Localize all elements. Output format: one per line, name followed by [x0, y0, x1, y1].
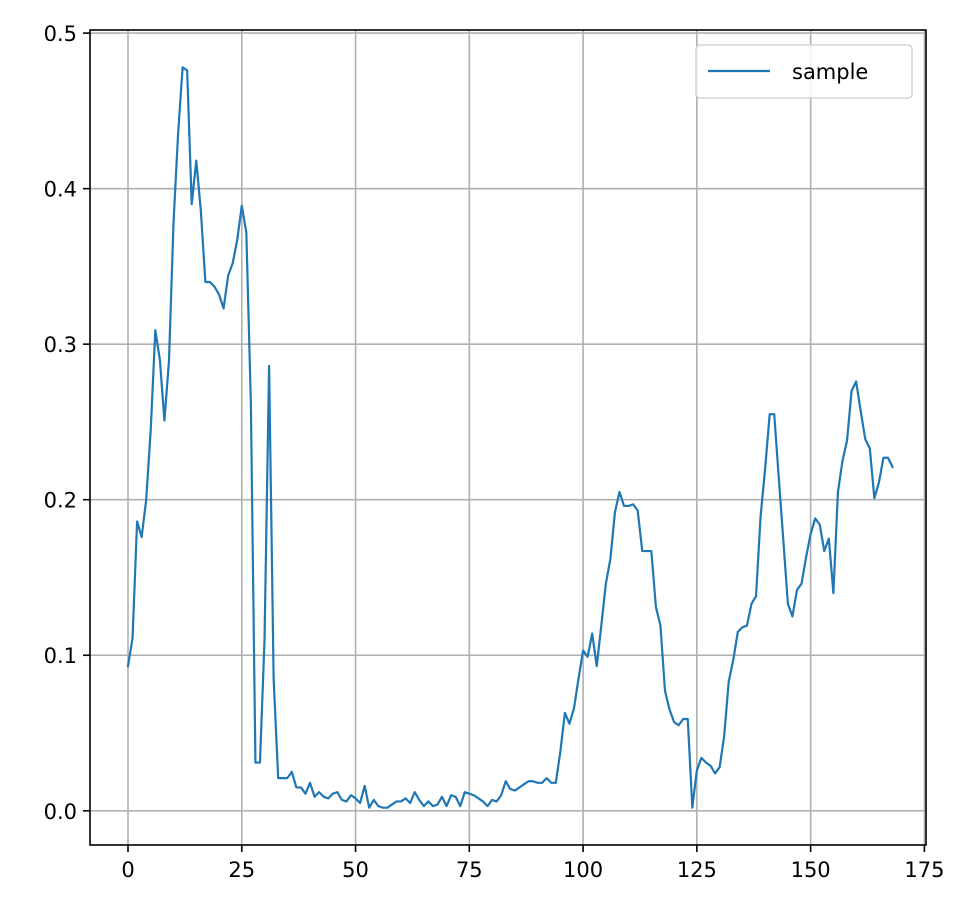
y-tick-label: 0.3	[44, 333, 77, 357]
y-tick-label: 0.4	[44, 178, 77, 202]
x-tick-label: 100	[563, 858, 603, 882]
legend-box	[695, 44, 913, 99]
x-tick-label: 0	[121, 858, 134, 882]
x-tick-label: 150	[791, 858, 831, 882]
plot-frame	[89, 29, 927, 846]
y-tick-label: 0.2	[44, 489, 77, 513]
x-tick-label: 75	[456, 858, 483, 882]
y-tick-label: 0.1	[44, 644, 77, 668]
series-layer	[126, 66, 895, 809]
y-tick-label: 0.5	[44, 22, 77, 46]
legend: sample	[695, 44, 913, 99]
x-tick-label: 175	[904, 858, 944, 882]
legend-label-sample: sample	[792, 60, 868, 84]
series-line-sample	[126, 66, 895, 809]
x-tick-label: 50	[342, 858, 369, 882]
x-tick-label: 125	[677, 858, 717, 882]
plot-area	[90, 30, 926, 845]
y-tick-label: 0.0	[44, 800, 77, 824]
axis-ticks: 0 25 50 75 100 125 150 175 0.0 0.1 0.2 0.3 0.4 0.5	[44, 22, 945, 882]
grid-lines	[90, 30, 926, 845]
x-tick-label: 25	[228, 858, 255, 882]
